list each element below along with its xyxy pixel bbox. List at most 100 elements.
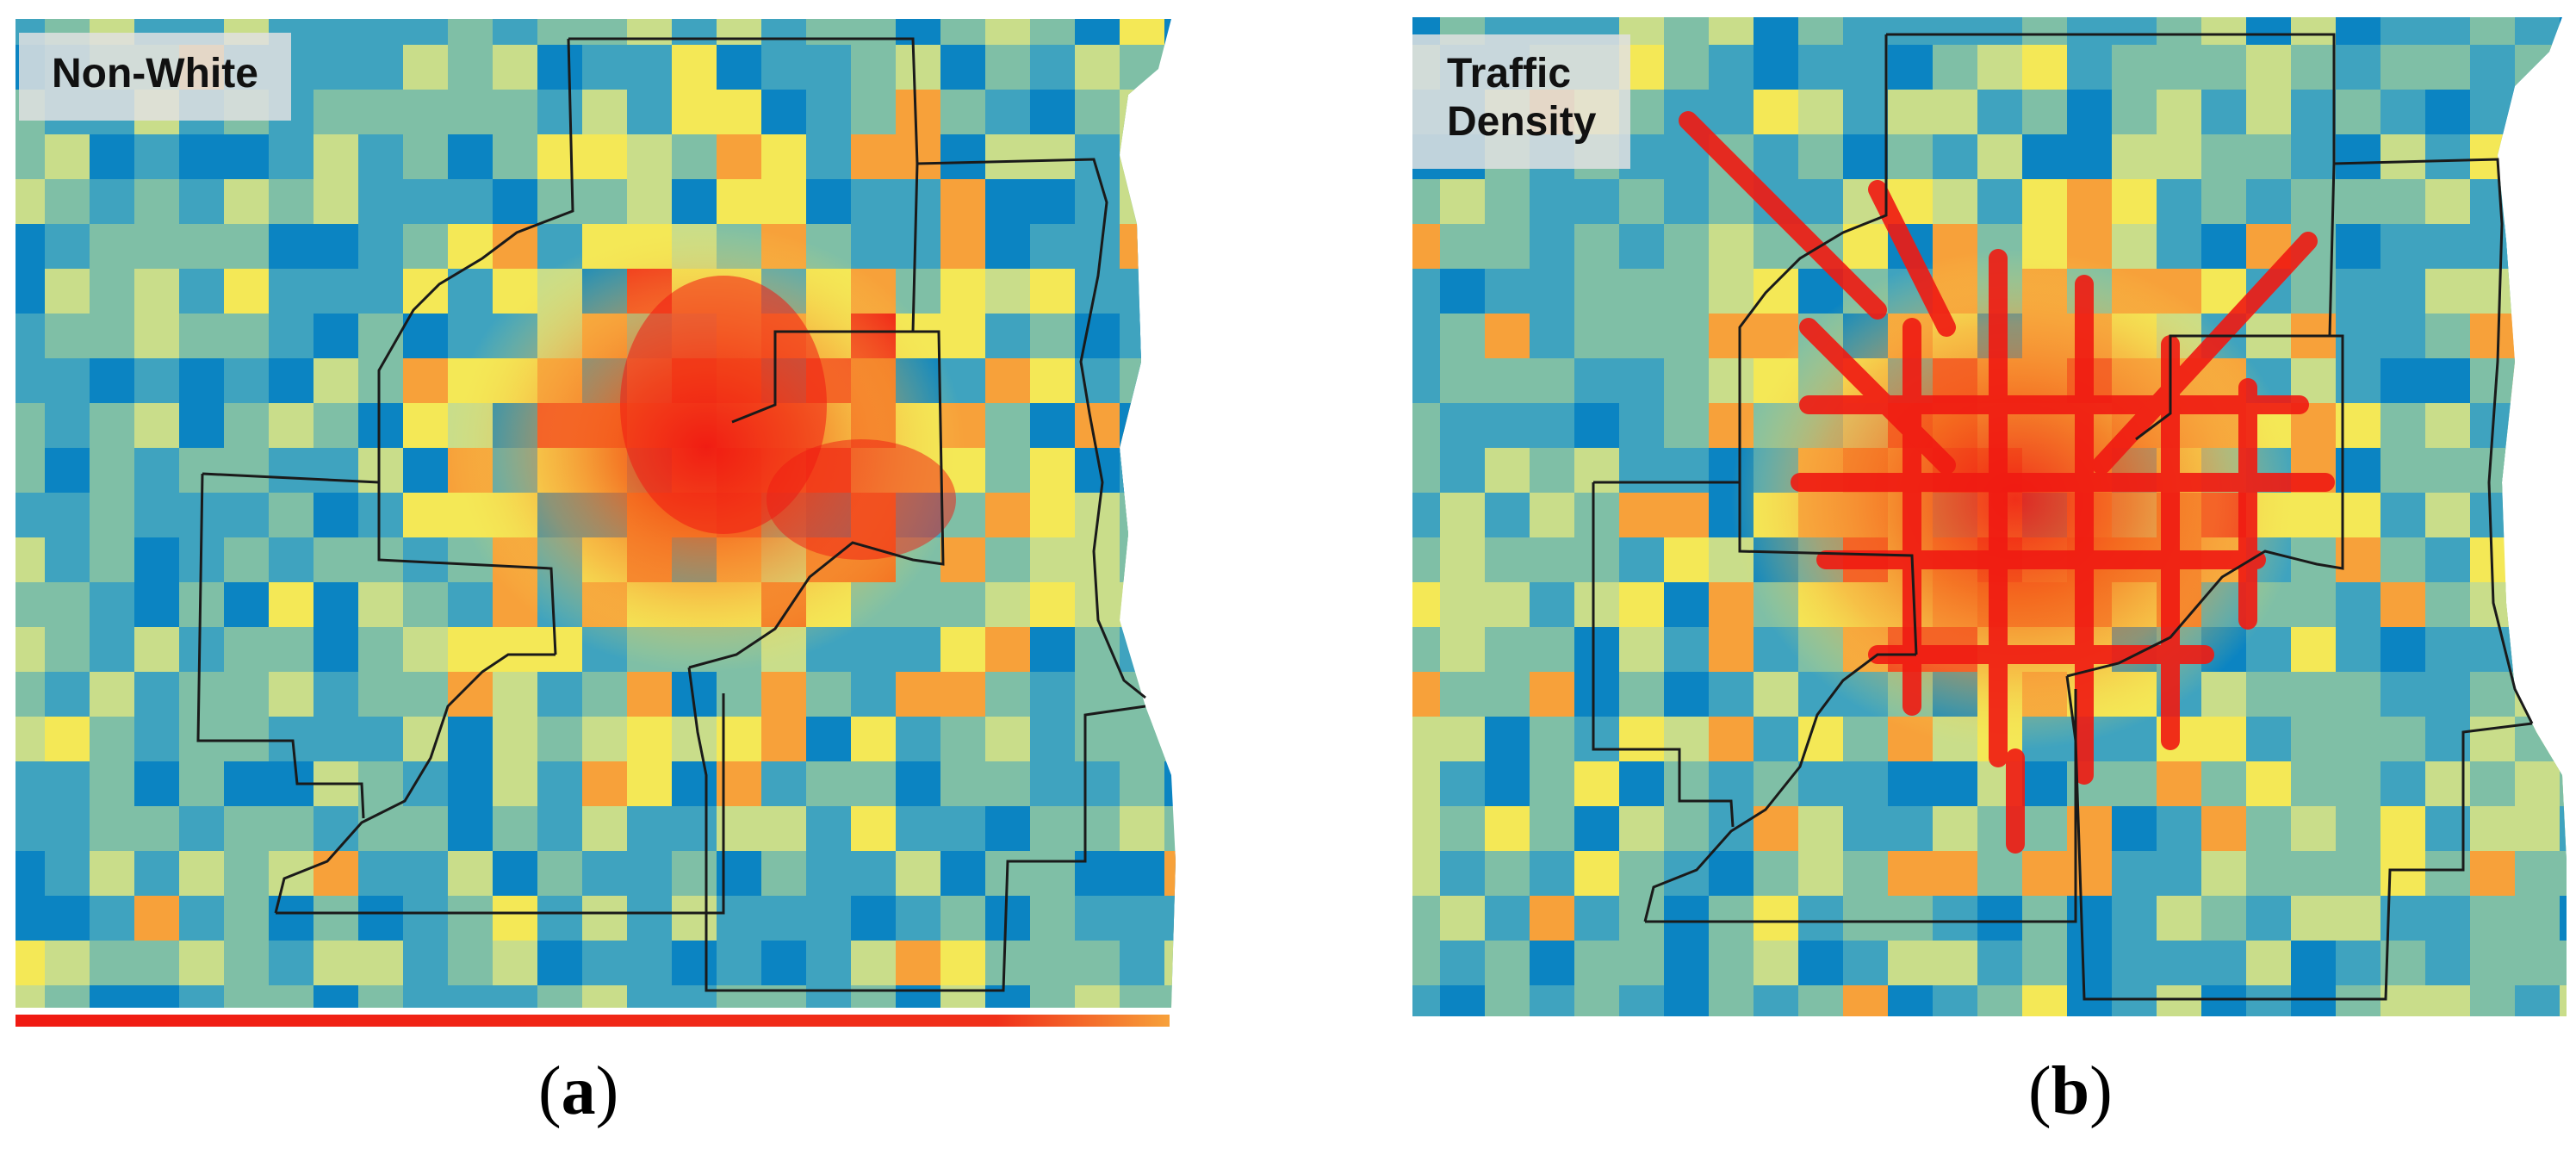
tract-tile	[582, 672, 627, 717]
tract-tile	[1164, 493, 1176, 537]
tract-tile	[2515, 90, 2567, 179]
tract-tile	[717, 90, 761, 134]
tract-tile	[313, 90, 358, 134]
tract-tile	[16, 403, 45, 448]
panel-caption-a: (a)	[538, 1053, 619, 1129]
tract-tile	[269, 1030, 358, 1034]
tract-tile	[224, 851, 269, 896]
choropleth-map-traffic-density	[1412, 17, 2567, 1034]
tract-tile	[2515, 1030, 2560, 1034]
tract-tile	[0, 1030, 45, 1034]
tract-tile	[45, 1030, 134, 1034]
tract-tile	[2515, 269, 2560, 358]
tract-tile	[1120, 582, 1164, 627]
tract-tile	[1798, 134, 1843, 179]
tract-tile	[717, 1030, 761, 1034]
tract-tile	[1120, 717, 1164, 761]
tract-tile	[134, 448, 179, 493]
tract-tile	[2201, 90, 2246, 134]
tract-tile	[2515, 627, 2560, 672]
tract-tile	[2560, 134, 2567, 224]
tract-tile	[2246, 985, 2291, 1016]
tract-tile	[1574, 403, 1619, 448]
tract-tile	[1120, 224, 1176, 269]
tract-tile	[2380, 806, 2425, 851]
tract-tile	[2067, 985, 2112, 1016]
tract-tile	[1933, 1030, 2022, 1034]
tract-tile	[2067, 806, 2112, 851]
tract-tile	[2246, 672, 2291, 717]
tract-tile	[1664, 1030, 1754, 1034]
tract-tile	[1120, 134, 1176, 179]
tract-tile	[1485, 851, 1530, 896]
tract-tile	[90, 627, 134, 672]
tract-tile	[2336, 1030, 2380, 1034]
tract-tile	[2112, 941, 2157, 985]
tract-tile	[940, 90, 985, 134]
tract-tile	[2022, 851, 2067, 896]
tract-tile	[2560, 358, 2567, 403]
tract-tile	[582, 90, 627, 134]
tract-tile	[2380, 1030, 2470, 1034]
tract-tile	[1664, 224, 1709, 269]
tract-tile	[1574, 448, 1619, 493]
tract-tile	[2291, 45, 2336, 90]
tract-tile	[1709, 45, 1754, 90]
panel-caption-b: (b)	[2028, 1053, 2113, 1129]
tract-tile	[1164, 672, 1176, 761]
tract-tile	[985, 1030, 1030, 1034]
tract-tile	[2201, 1030, 2246, 1034]
tract-tile	[1574, 806, 1619, 851]
tract-tile	[2291, 179, 2336, 224]
tract-tile	[717, 179, 761, 224]
tract-tile	[672, 806, 717, 851]
tract-tile	[806, 90, 851, 134]
tract-tile	[2291, 134, 2336, 179]
tract-tile	[1164, 627, 1176, 672]
tract-tile	[1709, 717, 1754, 761]
tract-tile	[2515, 17, 2560, 45]
tract-tile	[1798, 1030, 1888, 1034]
tract-tile	[985, 134, 1030, 179]
tract-tile	[1754, 672, 1798, 717]
tract-tile	[1619, 851, 1664, 896]
tract-tile	[1120, 19, 1164, 45]
tract-tile	[1120, 761, 1164, 806]
tract-tile	[2515, 537, 2560, 627]
tract-tile	[224, 985, 269, 1008]
tract-tile	[448, 851, 493, 896]
map-label-traffic-density: Traffic Density	[1412, 34, 1631, 169]
tract-tile	[2515, 448, 2567, 537]
tract-tile	[2291, 1030, 2336, 1034]
map-panel-non-white: Non-White (a)	[0, 0, 1189, 1155]
tract-tile	[45, 448, 90, 493]
tract-tile	[448, 627, 493, 672]
tract-tile	[493, 90, 537, 134]
tract-tile	[2157, 761, 2201, 806]
tract-tile	[2560, 179, 2567, 224]
tract-tile	[403, 537, 448, 582]
tract-tile	[2560, 985, 2567, 1016]
tract-tile	[90, 1030, 179, 1034]
tract-tile	[269, 179, 313, 224]
tract-tile	[2380, 358, 2425, 403]
county-boundaries	[1592, 33, 2534, 1001]
tract-tile	[134, 1030, 224, 1034]
tract-tile	[672, 761, 717, 806]
tract-tile	[2022, 985, 2067, 1016]
tract-tile	[448, 1030, 493, 1034]
tract-tile	[1843, 1030, 1888, 1034]
tract-tile	[2560, 582, 2567, 627]
tract-tile	[224, 134, 269, 179]
tract-tile	[985, 90, 1030, 134]
tract-tile	[1164, 761, 1176, 806]
tract-tile	[806, 672, 851, 717]
tract-tile	[1412, 179, 1440, 224]
tract-tile	[2425, 672, 2470, 717]
tract-tile	[1619, 1030, 1709, 1034]
tract-tile	[806, 1030, 896, 1034]
tract-tile	[1977, 17, 2022, 45]
tract-tile	[1412, 224, 1440, 269]
tract-tile	[1619, 672, 1664, 717]
tract-tile	[1709, 90, 1754, 134]
